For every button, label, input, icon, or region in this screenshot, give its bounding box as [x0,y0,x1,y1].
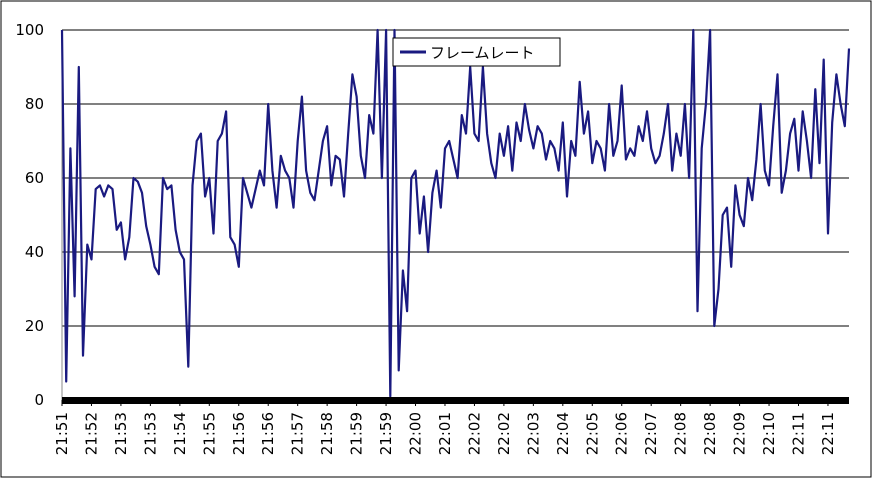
x-tick-label: 21:56 [259,412,277,455]
x-tick-label: 22:01 [436,412,454,455]
x-tick-label: 21:52 [82,412,100,455]
x-axis-bar [62,397,849,404]
x-tick-label: 22:08 [672,412,690,455]
legend: フレームレート [392,37,561,67]
y-tick-label: 20 [25,317,44,335]
y-tick-label: 60 [25,169,44,187]
x-tick-label: 22:11 [819,412,837,455]
x-tick-label: 21:59 [348,412,366,455]
x-tick-label: 22:00 [407,412,425,455]
x-tick-label: 21:53 [141,412,159,455]
x-tick-label: 22:04 [554,412,572,455]
x-tick-label: 22:11 [789,412,807,455]
x-tick-label: 21:56 [230,412,248,455]
x-tick-label: 22:02 [495,412,513,455]
y-tick-label: 80 [25,95,44,113]
x-tick-label: 21:51 [53,412,71,455]
x-tick-label: 21:54 [171,412,189,455]
data-line [60,28,851,398]
x-tick-label: 22:08 [701,412,719,455]
legend-label: フレームレート [430,44,535,62]
y-tick-label: 40 [25,243,44,261]
x-tick-label: 22:05 [583,412,601,455]
x-tick-label: 22:03 [524,412,542,455]
x-tick-label: 22:10 [760,412,778,455]
x-tick-label: 21:53 [112,412,130,455]
x-tick-label: 22:02 [465,412,483,455]
x-tick-label: 22:06 [613,412,631,455]
y-tick-label: 0 [34,391,44,409]
x-tick-label: 21:58 [318,412,336,455]
y-tick-label: 100 [15,21,44,39]
x-tick-label: 22:09 [731,412,749,455]
x-tick-label: 21:59 [377,412,395,455]
x-tick-label: 22:07 [642,412,660,455]
x-tick-label: 21:57 [289,412,307,455]
x-tick-label: 21:55 [200,412,218,455]
